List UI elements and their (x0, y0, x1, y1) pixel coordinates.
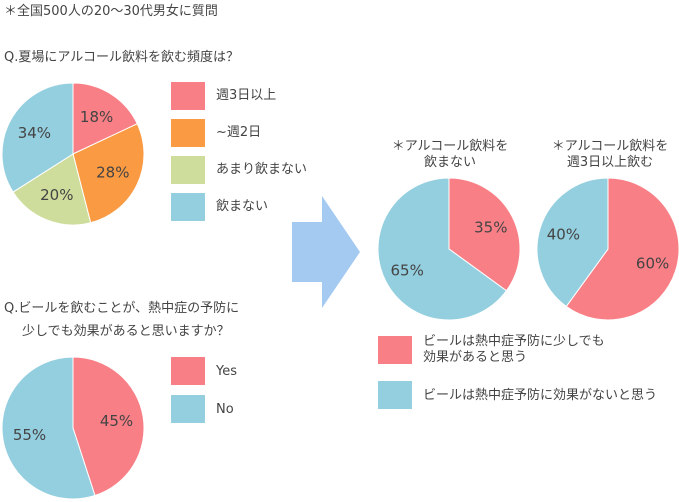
pie-b-title-line2: 週3日以上飲む (566, 155, 654, 170)
legend-label-effective-line2: 効果があると思う (423, 350, 528, 365)
legend-swatch-green (171, 156, 205, 184)
legend-label-3days-plus: 週3日以上 (216, 88, 277, 103)
non-drinker-slice-1 (448, 177, 521, 292)
q1-question: Q.夏場にアルコール飲料を飲む頻度は？ (4, 50, 239, 65)
q2-pie-chart: 45% 55% (1, 356, 145, 500)
legend-swatch-yes (171, 357, 205, 385)
q1-slice-1 (72, 82, 138, 155)
legend-swatch-blue (171, 193, 205, 221)
legend-swatch-effective (378, 336, 412, 364)
q2-slice-1 (72, 356, 145, 497)
legend-swatch-orange (171, 119, 205, 147)
frequent-drinker-slice-1 (565, 177, 679, 321)
q2-question-line1: Q.ビールを飲むことが、熱中症の予防に (4, 301, 240, 316)
legend-label-rarely: あまり飲まない (216, 162, 308, 177)
frequent-drinker-slice-2 (536, 177, 609, 308)
legend-label-never: 飲まない (216, 199, 269, 214)
legend-label-no: No (216, 402, 234, 417)
legend-label-not-effective: ビールは熱中症予防に効果がないと思う (423, 388, 658, 403)
survey-note: ＊全国500人の20〜30代男女に質問 (4, 4, 218, 19)
legend-label-effective-line1: ビールは熱中症予防に少しでも (423, 334, 605, 349)
q1-pie-chart: 18% 28% 20% 34% (1, 82, 145, 226)
legend-swatch-no (171, 395, 205, 423)
legend-swatch-red (171, 82, 205, 110)
non-drinker-pie-chart: 35% 65% (377, 177, 521, 321)
frequent-drinker-pie-chart: 60% 40% (536, 177, 679, 321)
legend-swatch-not-effective (378, 381, 412, 409)
q1-slice-2 (72, 123, 145, 224)
q1-slice-3 (12, 153, 92, 226)
frequent-drinker-slice-label-1: 60% (636, 255, 669, 273)
q1-slice-4 (1, 82, 74, 193)
non-drinker-slice-2 (377, 177, 508, 321)
legend-label-up-to-2days: ~週2日 (216, 125, 262, 140)
non-drinker-slice-label-2: 65% (391, 261, 424, 279)
q1-slice-label-3: 20% (40, 186, 73, 204)
q2-slice-label-2: 55% (13, 426, 46, 444)
pie-a-title-line2: 飲まない (423, 155, 476, 170)
q2-slice-2 (1, 356, 96, 500)
non-drinker-slice-label-1: 35% (474, 219, 507, 237)
q2-slice-label-1: 45% (100, 412, 133, 430)
pie-b-title-line1: ＊アルコール飲料を (551, 139, 669, 154)
q1-slice-label-2: 28% (96, 164, 129, 182)
legend-label-yes: Yes (216, 364, 237, 379)
q1-slice-label-4: 34% (18, 124, 51, 142)
q1-slice-label-1: 18% (80, 108, 113, 126)
q2-question-line2: 少しでも効果があると思いますか？ (22, 324, 230, 339)
pie-a-title-line1: ＊アルコール飲料を (391, 139, 509, 154)
frequent-drinker-slice-label-2: 40% (547, 226, 580, 244)
arrow-right-icon (292, 196, 360, 308)
